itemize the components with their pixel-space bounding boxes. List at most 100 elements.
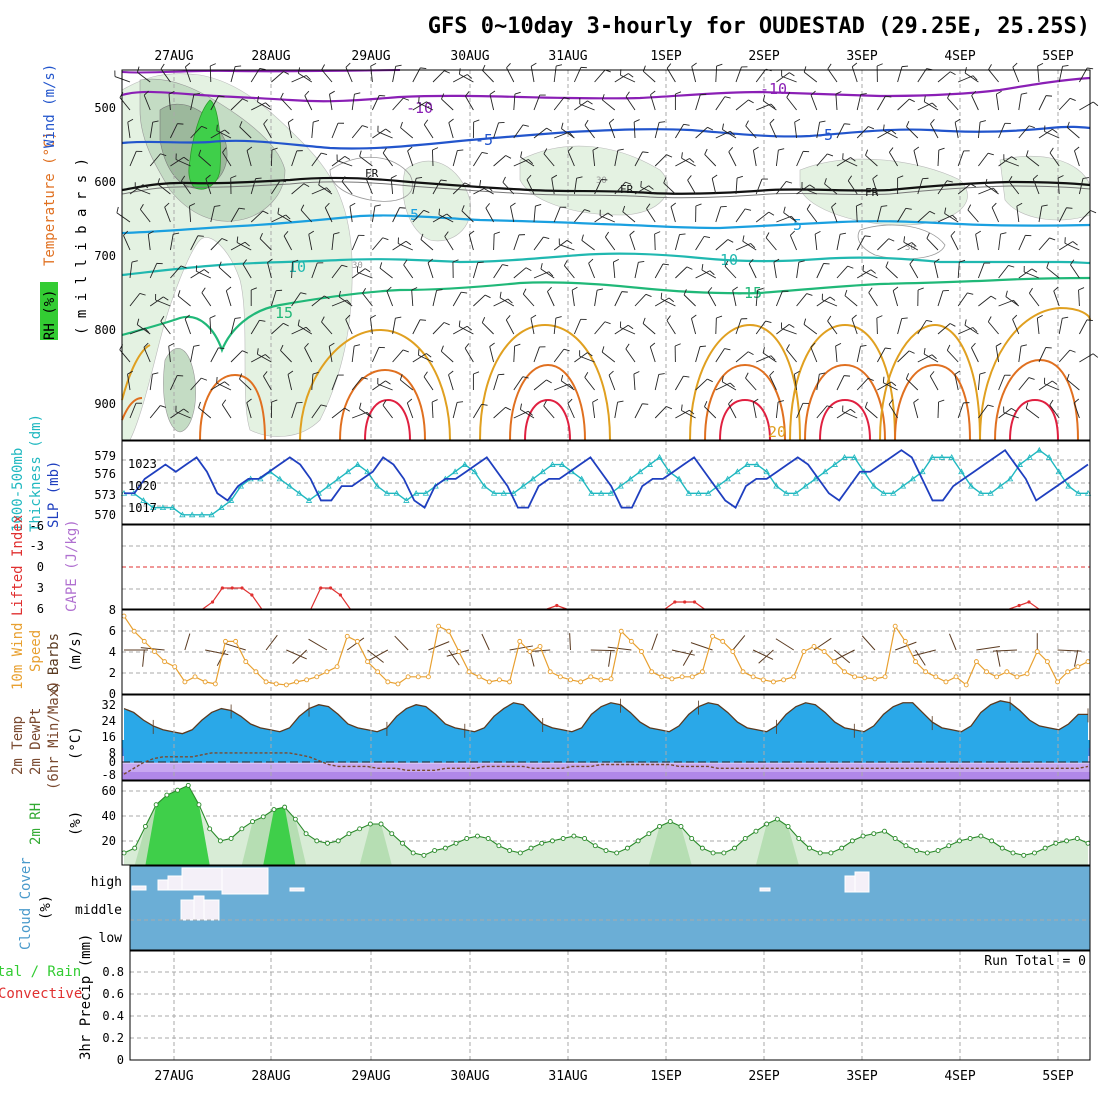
wind-barb bbox=[357, 271, 373, 279]
wind-barb bbox=[856, 269, 872, 279]
wind-barb bbox=[998, 156, 1012, 167]
thickness-point bbox=[179, 511, 186, 518]
wind-barb-flag bbox=[366, 411, 372, 418]
thickness-point bbox=[919, 468, 926, 475]
wind-barb-flag bbox=[426, 101, 432, 106]
wind-barb-flag bbox=[769, 370, 775, 376]
wind-barb-flag bbox=[308, 230, 315, 235]
wind-barb-flag bbox=[222, 147, 227, 153]
wind-barb bbox=[573, 178, 578, 195]
wind-barb bbox=[998, 265, 1009, 279]
wind-barb-flag bbox=[313, 119, 320, 123]
wind-barb bbox=[695, 346, 701, 363]
wind-barb-flag bbox=[929, 210, 936, 215]
wind-barb-flag bbox=[1046, 262, 1050, 269]
wind-barb bbox=[786, 349, 797, 363]
precip-y-axis: 0.8 0.6 0.4 0.2 0 bbox=[102, 965, 124, 1067]
wind-barb-flag bbox=[979, 120, 986, 123]
wind-barb-flag bbox=[143, 90, 149, 96]
wind-barb bbox=[300, 209, 313, 223]
wind-barb-flag bbox=[461, 291, 468, 294]
wind-barb-flag bbox=[923, 95, 926, 102]
wind-barb-flag bbox=[835, 343, 842, 347]
date-tick-label: 29AUG bbox=[351, 49, 390, 64]
wind-barb-flag bbox=[324, 202, 330, 208]
rh-point bbox=[935, 848, 941, 853]
y-tick-label: 570 bbox=[94, 508, 116, 522]
wind-barb bbox=[856, 346, 861, 363]
temp-contour-minus10 bbox=[121, 76, 1091, 103]
thickness-point bbox=[1016, 461, 1024, 467]
wind-barb-flag bbox=[752, 398, 759, 403]
wind-barb-flag bbox=[203, 269, 210, 274]
wind-barb-flag bbox=[608, 370, 614, 376]
wind-barb-flag bbox=[659, 121, 666, 123]
wind-barb bbox=[715, 130, 731, 139]
wind-speed-point bbox=[324, 669, 330, 675]
wind-barb bbox=[230, 241, 246, 251]
wind-barb-flag bbox=[522, 124, 529, 127]
cloud-cover-label: Cloud Cover bbox=[18, 857, 34, 950]
wind-barb bbox=[701, 269, 717, 279]
wind-speed-point bbox=[781, 677, 787, 683]
rh-point bbox=[582, 836, 588, 841]
wind-barb bbox=[915, 649, 926, 666]
wind-barb-flag bbox=[810, 90, 816, 96]
rh-point bbox=[367, 821, 373, 827]
wind-barb bbox=[372, 237, 384, 251]
wind-barb bbox=[210, 238, 223, 251]
wind-barb-flag bbox=[341, 264, 348, 268]
date-tick-label: 3SEP bbox=[846, 49, 877, 64]
wind-barb bbox=[149, 263, 158, 279]
wind-barb-flag bbox=[354, 92, 361, 95]
wind-barb bbox=[196, 270, 211, 279]
wind-barb-flag bbox=[152, 120, 159, 123]
wind-barb bbox=[190, 269, 205, 279]
wind-barb bbox=[1079, 353, 1094, 363]
wind-barb-flag bbox=[601, 346, 605, 353]
wind-barb bbox=[448, 374, 454, 391]
rh-point bbox=[882, 828, 887, 834]
wind-barb-flag bbox=[487, 186, 493, 192]
wind-speed-point bbox=[973, 659, 979, 665]
wind-barb bbox=[236, 242, 252, 251]
thickness-point bbox=[929, 454, 936, 460]
date-tick-label: 27AUG bbox=[154, 1069, 193, 1084]
wind-barb-flag bbox=[587, 352, 593, 357]
wind-barb bbox=[663, 182, 676, 195]
wind-barb bbox=[654, 154, 667, 167]
upper-side-labels: RH (%) Temperature (°C) Wind (m/s) ( m i… bbox=[40, 64, 90, 340]
wind-barb-flag bbox=[288, 118, 294, 123]
wind-barb bbox=[755, 178, 763, 195]
wind-barb bbox=[441, 98, 454, 111]
wind-barb-flag bbox=[1087, 67, 1094, 70]
rh-point bbox=[1074, 836, 1080, 841]
wind-barb bbox=[715, 65, 718, 83]
wind-barb bbox=[287, 374, 293, 391]
wind-barb-flag bbox=[300, 204, 305, 211]
wind-barb bbox=[304, 347, 313, 363]
wind-barb-flag bbox=[597, 288, 604, 291]
wind-barb-flag bbox=[1057, 175, 1064, 179]
wind-barb-flag bbox=[1069, 349, 1076, 353]
wind-barb bbox=[1057, 178, 1060, 195]
rh-point bbox=[807, 845, 812, 851]
wind-barb-flag bbox=[326, 187, 332, 193]
wind-barb bbox=[473, 294, 486, 307]
thickness-point bbox=[286, 482, 293, 489]
wind-barb bbox=[139, 209, 151, 223]
wind-barb bbox=[205, 178, 212, 195]
wind-barb bbox=[728, 151, 737, 167]
rh-point bbox=[689, 836, 695, 841]
cloud-fill bbox=[130, 866, 1090, 950]
wind-barb bbox=[588, 262, 596, 279]
wind-barb-flag bbox=[901, 317, 908, 319]
wind-barb-flag bbox=[1028, 287, 1033, 294]
rh-point bbox=[614, 850, 620, 856]
wind-barb bbox=[822, 299, 838, 307]
wind-barb-flag bbox=[567, 398, 573, 404]
thickness-point bbox=[559, 461, 566, 467]
wind-speed-point bbox=[821, 649, 827, 654]
wind-barb bbox=[291, 183, 305, 195]
thickness-point bbox=[831, 461, 839, 467]
